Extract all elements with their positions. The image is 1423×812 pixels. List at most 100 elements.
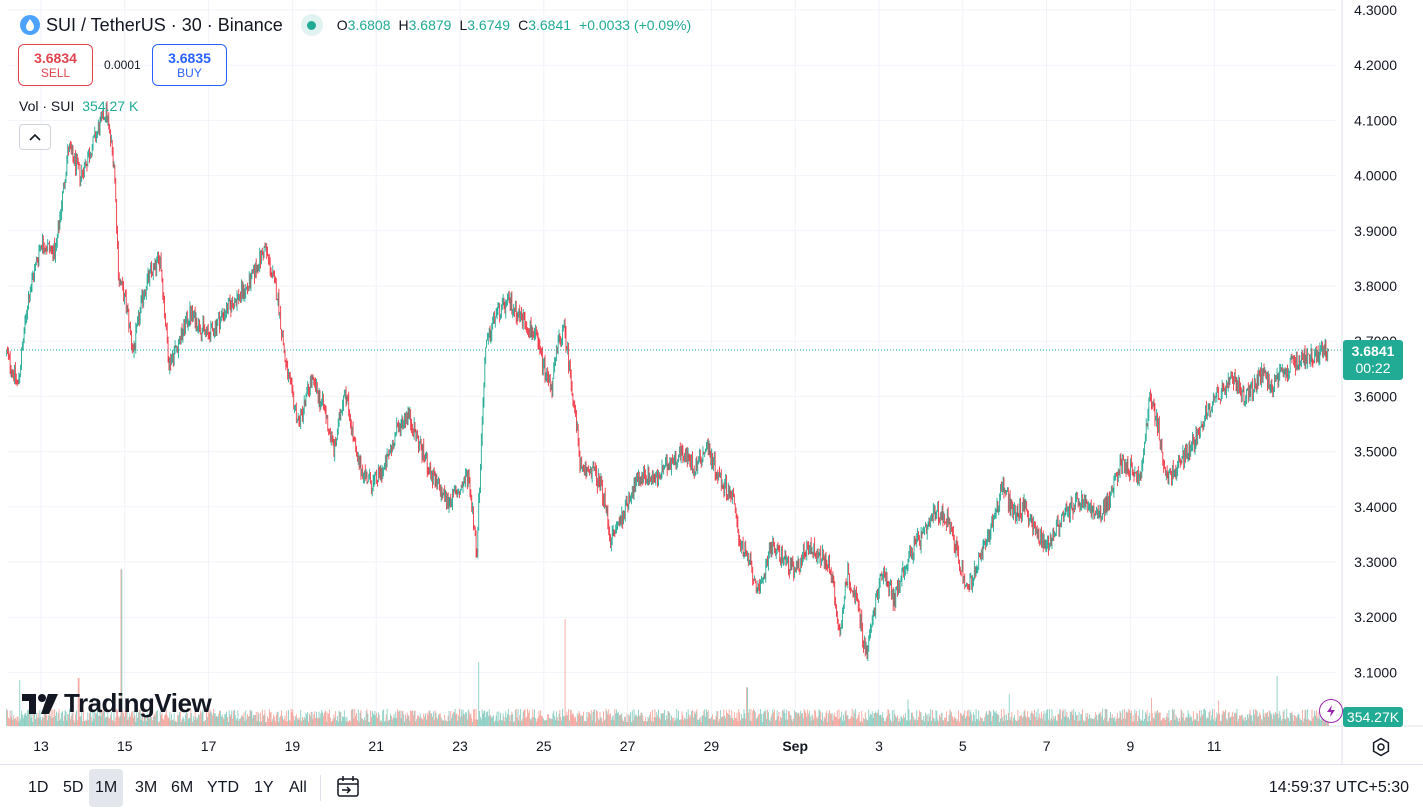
range-button-1m[interactable]: 1M: [89, 769, 124, 807]
volume-bar: [1222, 710, 1224, 726]
volume-bar: [1178, 721, 1179, 726]
timezone-clock[interactable]: 14:59:37 UTC+5:30: [1268, 779, 1409, 796]
volume-bar: [745, 718, 747, 726]
volume-bar: [672, 717, 674, 726]
volume-bar: [695, 711, 697, 726]
volume-bar: [294, 720, 296, 726]
volume-bar: [963, 713, 965, 726]
symbol-title[interactable]: SUI / TetherUS · 30 · Binance: [46, 14, 283, 35]
volume-bar: [1033, 714, 1035, 726]
volume-bar: [1275, 713, 1277, 726]
volume-bar: [198, 714, 200, 726]
range-button-1y[interactable]: 1Y: [254, 779, 274, 796]
volume-bar: [620, 714, 622, 726]
volume-bar: [719, 709, 721, 726]
range-button-1d[interactable]: 1D: [28, 779, 49, 796]
range-button-6m[interactable]: 6M: [171, 779, 194, 796]
volume-bar: [544, 720, 546, 726]
volume-bar: [262, 715, 264, 726]
volume-bar: [354, 708, 356, 726]
goto-date-button[interactable]: [334, 773, 362, 801]
volume-bar: [315, 711, 317, 726]
volume-bar: [432, 716, 433, 726]
volume-bar: [871, 711, 873, 726]
volume-bar: [332, 719, 334, 726]
volume-bar: [1192, 720, 1193, 726]
buy-button[interactable]: 3.6835 BUY: [152, 44, 227, 86]
volume-bar: [165, 709, 167, 726]
range-button-all[interactable]: All: [289, 779, 307, 796]
volume-bar: [1313, 716, 1315, 726]
volume-bar: [632, 720, 634, 726]
volume-bar: [402, 710, 404, 726]
volume-bar: [464, 714, 466, 726]
volume-bar: [715, 716, 717, 726]
volume-bar: [1075, 711, 1076, 726]
x-tick-label: 29: [704, 738, 720, 754]
volume-bar: [281, 710, 282, 726]
volume-bar: [731, 710, 733, 726]
volume-bar: [60, 718, 62, 726]
volume-bar: [670, 720, 672, 726]
volume-bar: [246, 719, 248, 726]
volume-bar: [576, 713, 578, 726]
volume-bar: [468, 711, 470, 726]
volume-bar: [735, 718, 737, 726]
volume-bar: [924, 721, 926, 726]
price-chart[interactable]: 4.30004.20004.10004.00003.90003.80003.70…: [0, 0, 1423, 764]
volume-bar: [811, 714, 813, 726]
lightning-icon-button[interactable]: [1319, 699, 1343, 723]
volume-bar: [1306, 719, 1308, 726]
volume-bar: [687, 709, 689, 726]
volume-bar: [359, 712, 361, 726]
volume-bar: [120, 569, 122, 726]
volume-bar: [847, 715, 849, 726]
volume-legend[interactable]: Vol · SUI 354.27 K: [19, 98, 138, 114]
volume-bar: [837, 719, 839, 726]
volume-bar: [1014, 715, 1015, 726]
volume-bar: [1049, 720, 1051, 726]
volume-bar: [902, 718, 904, 726]
volume-bar: [403, 714, 405, 726]
volume-bar: [204, 720, 206, 726]
tradingview-logo[interactable]: TradingView: [22, 688, 212, 719]
volume-bar: [601, 718, 603, 726]
volume-bar: [447, 715, 449, 726]
volume-bar: [162, 718, 164, 726]
volume-bar: [440, 717, 442, 726]
volume-bar: [592, 711, 594, 726]
volume-bar: [341, 721, 343, 726]
volume-bar: [225, 713, 227, 726]
volume-bar: [213, 709, 214, 726]
volume-bar: [1108, 720, 1110, 726]
chart-settings-button[interactable]: [1370, 736, 1392, 758]
volume-bar: [101, 709, 103, 726]
volume-bar: [567, 715, 569, 726]
volume-bar: [917, 720, 919, 726]
volume-bar: [1228, 711, 1230, 726]
volume-bar: [1088, 718, 1090, 726]
volume-bar: [719, 718, 720, 726]
volume-bar: [512, 714, 514, 726]
volume-bar: [1144, 719, 1145, 726]
volume-bar: [160, 714, 162, 726]
range-button-3m[interactable]: 3M: [135, 779, 158, 796]
volume-bar: [479, 710, 481, 726]
volume-bar: [253, 714, 255, 726]
volume-bar: [753, 708, 755, 726]
volume-bar: [259, 721, 261, 726]
volume-bar: [428, 710, 430, 726]
volume-bar: [425, 719, 427, 726]
market-open-status-icon[interactable]: [300, 14, 323, 36]
volume-bar: [181, 719, 183, 726]
range-button-ytd[interactable]: YTD: [207, 779, 239, 796]
collapse-legend-button[interactable]: [19, 124, 51, 150]
volume-bar: [724, 715, 726, 726]
volume-bar: [1034, 709, 1035, 726]
sell-button[interactable]: 3.6834 SELL: [18, 44, 93, 86]
volume-bar: [188, 717, 190, 726]
volume-bar: [450, 710, 452, 726]
range-button-5d[interactable]: 5D: [63, 779, 84, 796]
volume-bar: [54, 709, 56, 726]
volume-bar: [1196, 712, 1198, 726]
